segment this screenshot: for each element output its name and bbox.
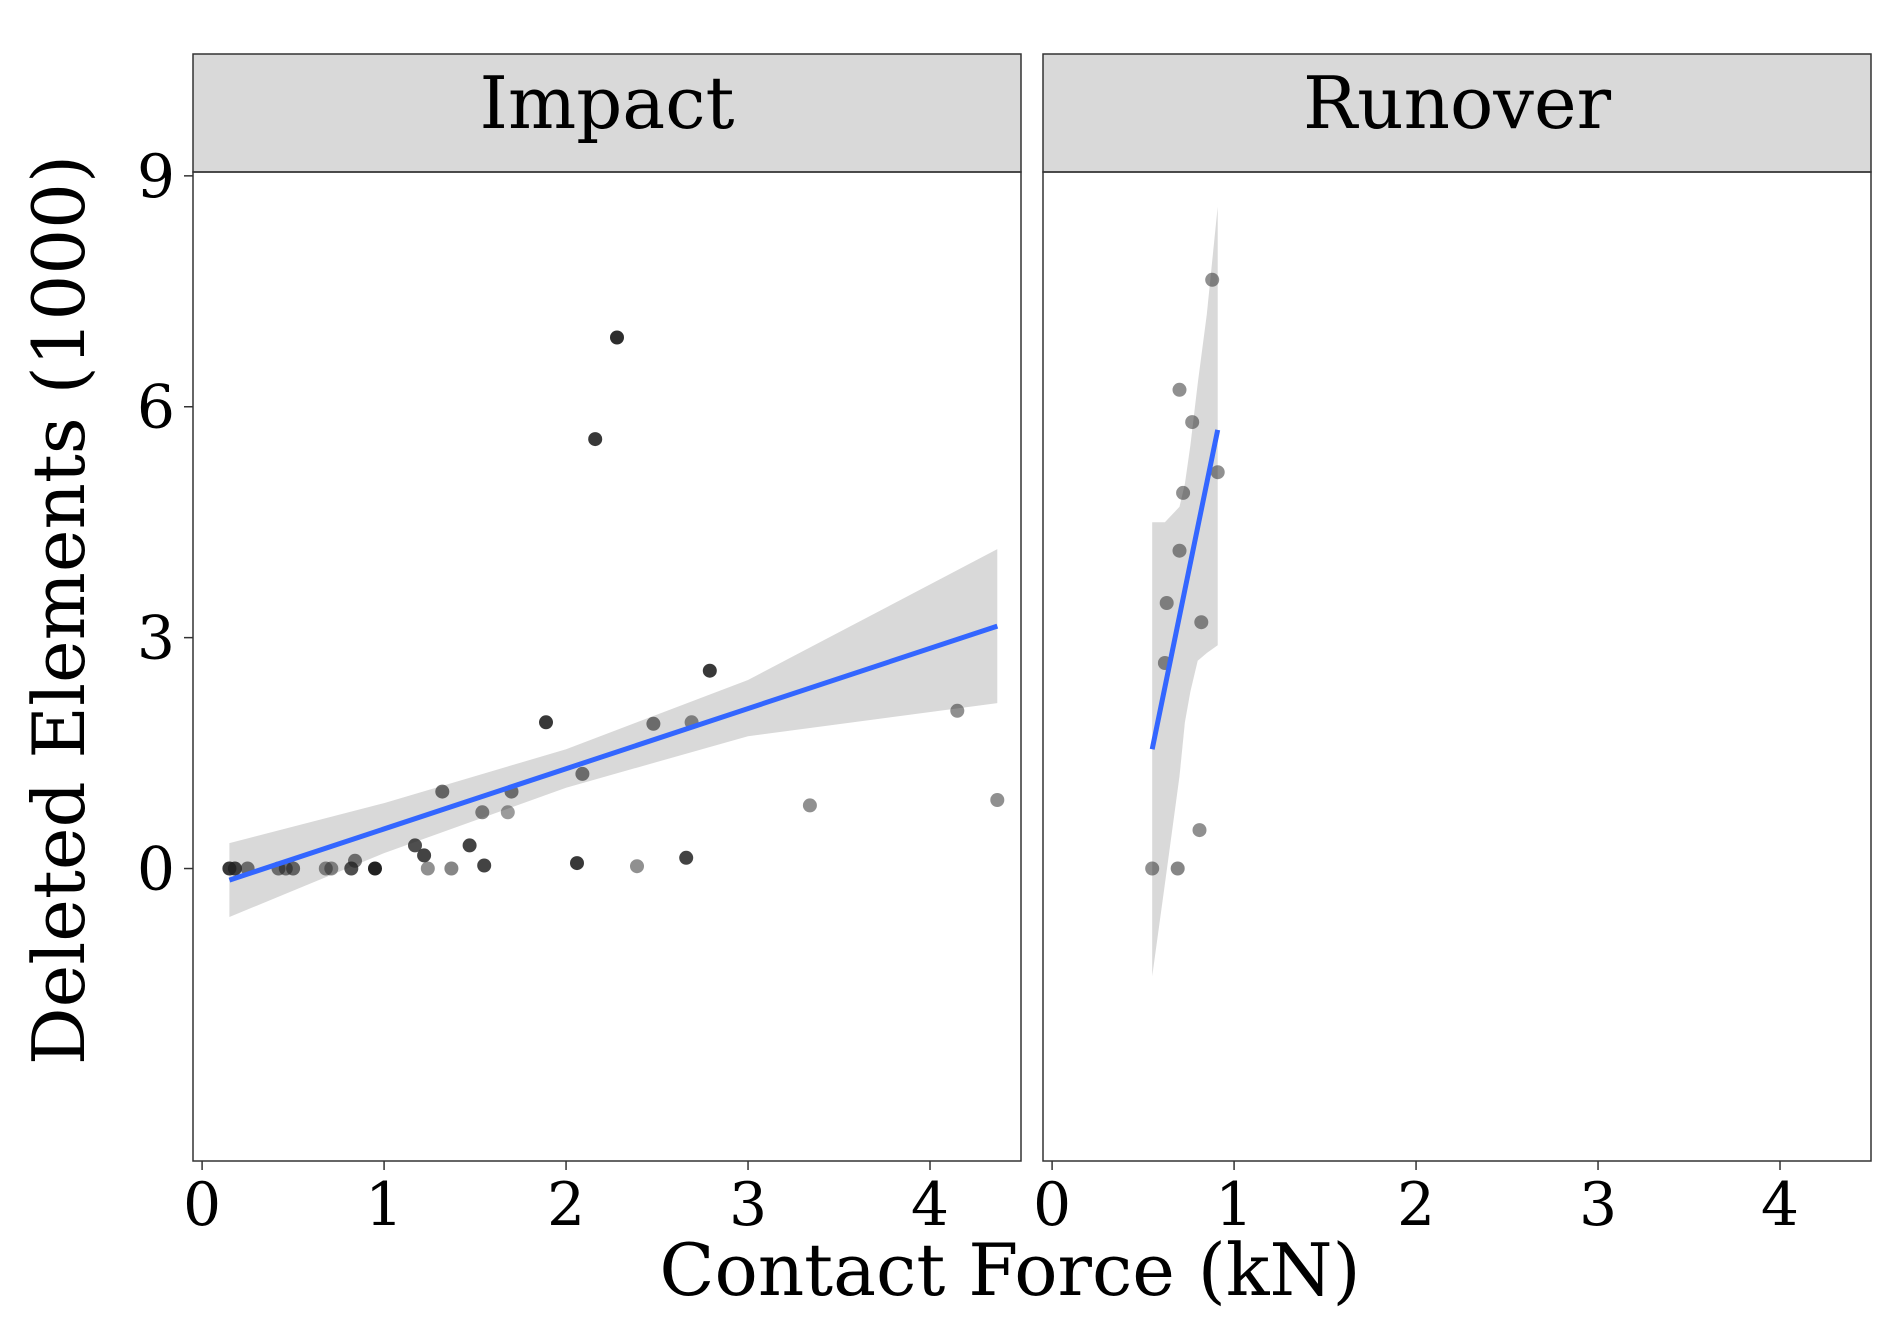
data-point	[1159, 596, 1174, 610]
data-point	[646, 716, 661, 731]
data-point	[679, 850, 694, 865]
panel-runover	[1042, 171, 1872, 1162]
data-point	[417, 848, 432, 863]
strip-runover	[1042, 53, 1872, 173]
data-point	[324, 861, 339, 876]
fit-line	[1149, 429, 1221, 750]
data-point	[1185, 415, 1200, 430]
data-point	[1145, 861, 1160, 876]
panel-border	[192, 171, 1022, 1162]
data-point	[1172, 382, 1187, 397]
data-point	[990, 793, 1005, 807]
data-point	[630, 859, 644, 874]
data-point	[1205, 272, 1220, 287]
data-point	[477, 858, 492, 873]
x-tick-label: 4	[911, 1170, 949, 1240]
panel-impact	[192, 171, 1022, 1162]
data-point	[1194, 615, 1209, 630]
data-point	[435, 784, 450, 799]
y-tick-label: 6	[137, 373, 175, 443]
panel-border	[1042, 171, 1872, 1162]
strip-impact	[192, 53, 1022, 173]
data-point	[462, 838, 477, 853]
x-tick-label: 3	[729, 1170, 767, 1240]
data-point	[420, 861, 435, 876]
strip-label-impact: Impact	[480, 61, 735, 145]
data-point	[1172, 543, 1187, 558]
x-axis-title: Contact Force (kN)	[659, 1228, 1360, 1312]
data-point	[1170, 861, 1185, 876]
data-point	[1176, 485, 1191, 500]
confidence-band	[229, 549, 998, 917]
data-point	[368, 861, 382, 876]
data-point	[227, 861, 242, 876]
data-point	[475, 805, 490, 820]
x-tick-label: 4	[1761, 1170, 1799, 1240]
strip-label-runover: Runover	[1303, 61, 1612, 145]
data-point	[702, 663, 717, 678]
x-tick-label: 1	[365, 1170, 403, 1240]
data-point	[1192, 823, 1207, 838]
data-point	[408, 838, 422, 853]
fit-line	[228, 623, 999, 883]
data-point	[570, 856, 584, 871]
x-tick-label: 0	[1033, 1170, 1071, 1240]
y-tick-label: 3	[137, 604, 175, 674]
data-point	[610, 330, 624, 345]
y-axis-title: Deleted Elements (1000)	[17, 155, 101, 1065]
data-point	[539, 715, 553, 730]
y-tick-label: 9	[137, 142, 175, 212]
x-tick-label: 1	[1215, 1170, 1253, 1240]
data-point	[286, 861, 301, 876]
data-point	[588, 432, 603, 447]
x-tick-label: 3	[1579, 1170, 1617, 1240]
data-point	[950, 703, 965, 718]
y-tick-label: 0	[137, 835, 175, 905]
x-tick-label: 2	[1397, 1170, 1435, 1240]
data-point	[802, 798, 817, 813]
x-tick-label: 2	[547, 1170, 585, 1240]
data-point	[1210, 465, 1225, 480]
data-point	[500, 805, 515, 820]
data-point	[575, 766, 590, 781]
x-tick-label: 0	[183, 1170, 221, 1240]
data-point	[348, 853, 362, 868]
data-point	[444, 861, 459, 876]
